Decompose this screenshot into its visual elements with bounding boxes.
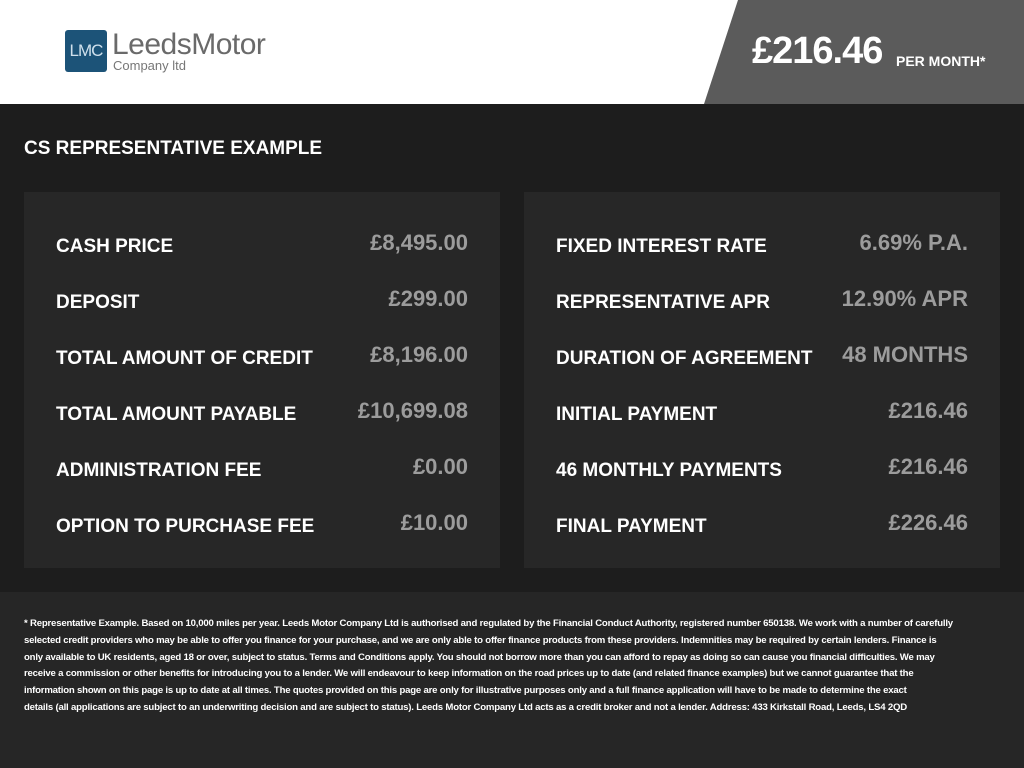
row-label: DEPOSIT: [56, 292, 140, 313]
finance-row: REPRESENTATIVE APR 12.90% APR: [556, 284, 968, 314]
disclaimer: * Representative Example. Based on 10,00…: [24, 616, 953, 717]
disclaimer-line: details (all applications are subject to…: [24, 701, 907, 713]
row-value: £10,699.08: [357, 398, 468, 423]
row-label: FINAL PAYMENT: [556, 516, 707, 537]
finance-row: CASH PRICE £8,495.00: [56, 228, 468, 258]
finance-row: TOTAL AMOUNT OF CREDIT £8,196.00: [56, 340, 468, 370]
row-value: £8,196.00: [370, 342, 468, 367]
finance-row: FINAL PAYMENT £226.46: [556, 508, 968, 538]
row-value: £216.46: [888, 454, 968, 479]
row-value: £8,495.00: [370, 230, 468, 255]
row-value: £299.00: [388, 286, 468, 311]
section-title: CS REPRESENTATIVE EXAMPLE: [24, 138, 323, 159]
row-value: £216.46: [888, 398, 968, 423]
row-value: 6.69% P.A.: [859, 230, 968, 255]
row-value: 48 MONTHS: [842, 342, 968, 367]
row-label: FIXED INTEREST RATE: [556, 236, 767, 257]
row-label: TOTAL AMOUNT OF CREDIT: [56, 348, 313, 369]
logo-mark: LMC: [65, 30, 107, 72]
row-label: INITIAL PAYMENT: [556, 404, 718, 425]
row-value: £10.00: [400, 510, 468, 535]
row-label: OPTION TO PURCHASE FEE: [56, 516, 315, 537]
footer: * Representative Example. Based on 10,00…: [0, 592, 1024, 768]
row-label: REPRESENTATIVE APR: [556, 292, 770, 313]
disclaimer-line: * Representative Example. Based on 10,00…: [24, 618, 953, 629]
row-label: ADMINISTRATION FEE: [56, 460, 262, 481]
finance-row: OPTION TO PURCHASE FEE £10.00: [56, 508, 468, 538]
disclaimer-line: selected credit providers who may be abl…: [24, 634, 937, 646]
finance-row: INITIAL PAYMENT £216.46: [556, 396, 968, 426]
price-banner: [704, 0, 1024, 104]
row-value: £226.46: [888, 510, 968, 535]
per-month-label: PER MONTH*: [896, 53, 986, 69]
row-label: 46 MONTHLY PAYMENTS: [556, 460, 782, 481]
logo-subtitle: Company ltd: [113, 58, 186, 73]
finance-row: 46 MONTHLY PAYMENTS £216.46: [556, 452, 968, 482]
finance-row: DEPOSIT £299.00: [56, 284, 468, 314]
disclaimer-line: only available to UK residents, aged 18 …: [24, 651, 935, 663]
row-value: £0.00: [412, 454, 468, 479]
finance-row: ADMINISTRATION FEE £0.00: [56, 452, 468, 482]
row-label: DURATION OF AGREEMENT: [556, 348, 813, 369]
row-label: CASH PRICE: [56, 236, 174, 257]
row-value: 12.90% APR: [841, 286, 968, 311]
disclaimer-line: information shown on this page is up to …: [24, 685, 907, 697]
monthly-price: £216.46: [752, 30, 883, 72]
header: LMC LeedsMotor Company ltd £216.46 PER M…: [0, 0, 1024, 104]
right-panel: FIXED INTEREST RATE 6.69% P.A. REPRESENTAT…: [524, 192, 1000, 568]
left-panel: CASH PRICE £8,495.00 DEPOSIT £299.00 TOTAL A…: [24, 192, 500, 568]
row-label: TOTAL AMOUNT PAYABLE: [56, 404, 297, 425]
finance-row: TOTAL AMOUNT PAYABLE £10,699.08: [56, 396, 468, 426]
finance-row: FIXED INTEREST RATE 6.69% P.A.: [556, 228, 968, 258]
finance-row: DURATION OF AGREEMENT 48 MONTHS: [556, 340, 968, 370]
logo-name: LeedsMotor: [112, 28, 266, 61]
disclaimer-line: receive a commission or other benefits f…: [24, 668, 914, 680]
